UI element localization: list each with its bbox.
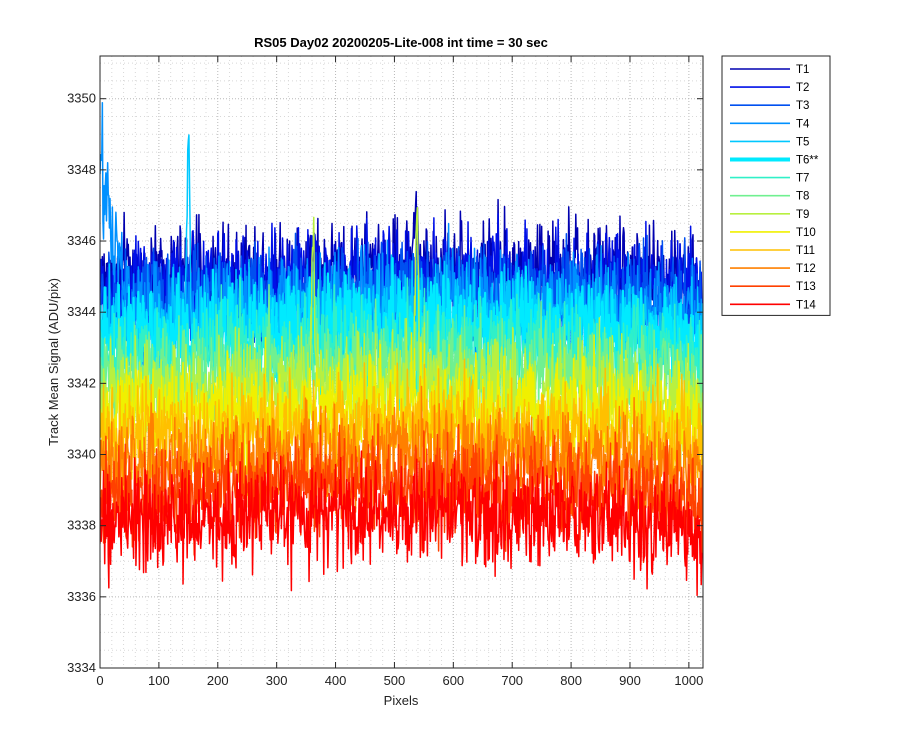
legend-label: T9 [796, 209, 809, 221]
legend-label: T2 [796, 82, 809, 94]
series-lines [100, 101, 703, 597]
x-axis-label: Pixels [384, 693, 419, 708]
axes-box [99, 55, 704, 669]
x-tick-label: 400 [325, 673, 347, 688]
chart-title: RS05 Day02 20200205-Lite-008 int time = … [254, 35, 548, 50]
x-tick-label: 900 [619, 673, 641, 688]
series-line-t14 [100, 450, 703, 597]
x-tick-label: 700 [501, 673, 523, 688]
tick-marks [99, 56, 703, 669]
tick-labels: 0 100 200 300 400 500 600 700 800 900 1000 3334 3336… [67, 91, 703, 688]
y-axis-label: Track Mean Signal (ADU/pix) [46, 278, 61, 446]
legend-label: T1 [796, 64, 809, 76]
y-tick-label: 3346 [67, 233, 96, 248]
legend-label: T14 [796, 299, 816, 311]
x-tick-label: 1000 [674, 673, 703, 688]
y-tick-label: 3336 [67, 589, 96, 604]
y-tick-label: 3340 [67, 447, 96, 462]
legend-box [721, 55, 831, 316]
y-tick-label: 3348 [67, 162, 96, 177]
legend-label: T4 [796, 118, 810, 130]
legend-label: T13 [796, 281, 816, 293]
legend-label: T11 [796, 245, 815, 257]
axes-frame [99, 55, 704, 669]
y-tick-label: 3334 [67, 660, 96, 675]
x-tick-label: 100 [148, 673, 170, 688]
x-tick-label: 0 [96, 673, 103, 688]
x-tick-label: 500 [384, 673, 406, 688]
legend: T1 T2 T3 T4 T5 T6** T7 T8 T9 T10 T11 T12 T13 T14 [721, 55, 831, 316]
legend-label: T7 [796, 173, 809, 185]
legend-label: T10 [796, 227, 816, 239]
legend-label: T6** [796, 155, 819, 167]
x-tick-label: 800 [560, 673, 582, 688]
y-tick-label: 3338 [67, 518, 96, 533]
series-line-t11 [100, 358, 703, 515]
x-tick-label: 300 [266, 673, 288, 688]
y-tick-label: 3350 [67, 91, 96, 106]
legend-label: T8 [796, 191, 809, 203]
legend-label: T12 [796, 263, 816, 275]
legend-label: T3 [796, 100, 809, 112]
x-tick-label: 200 [207, 673, 229, 688]
legend-label: T5 [796, 136, 809, 148]
y-tick-label: 3342 [67, 375, 96, 390]
y-tick-label: 3344 [67, 304, 96, 319]
x-tick-label: 600 [442, 673, 464, 688]
